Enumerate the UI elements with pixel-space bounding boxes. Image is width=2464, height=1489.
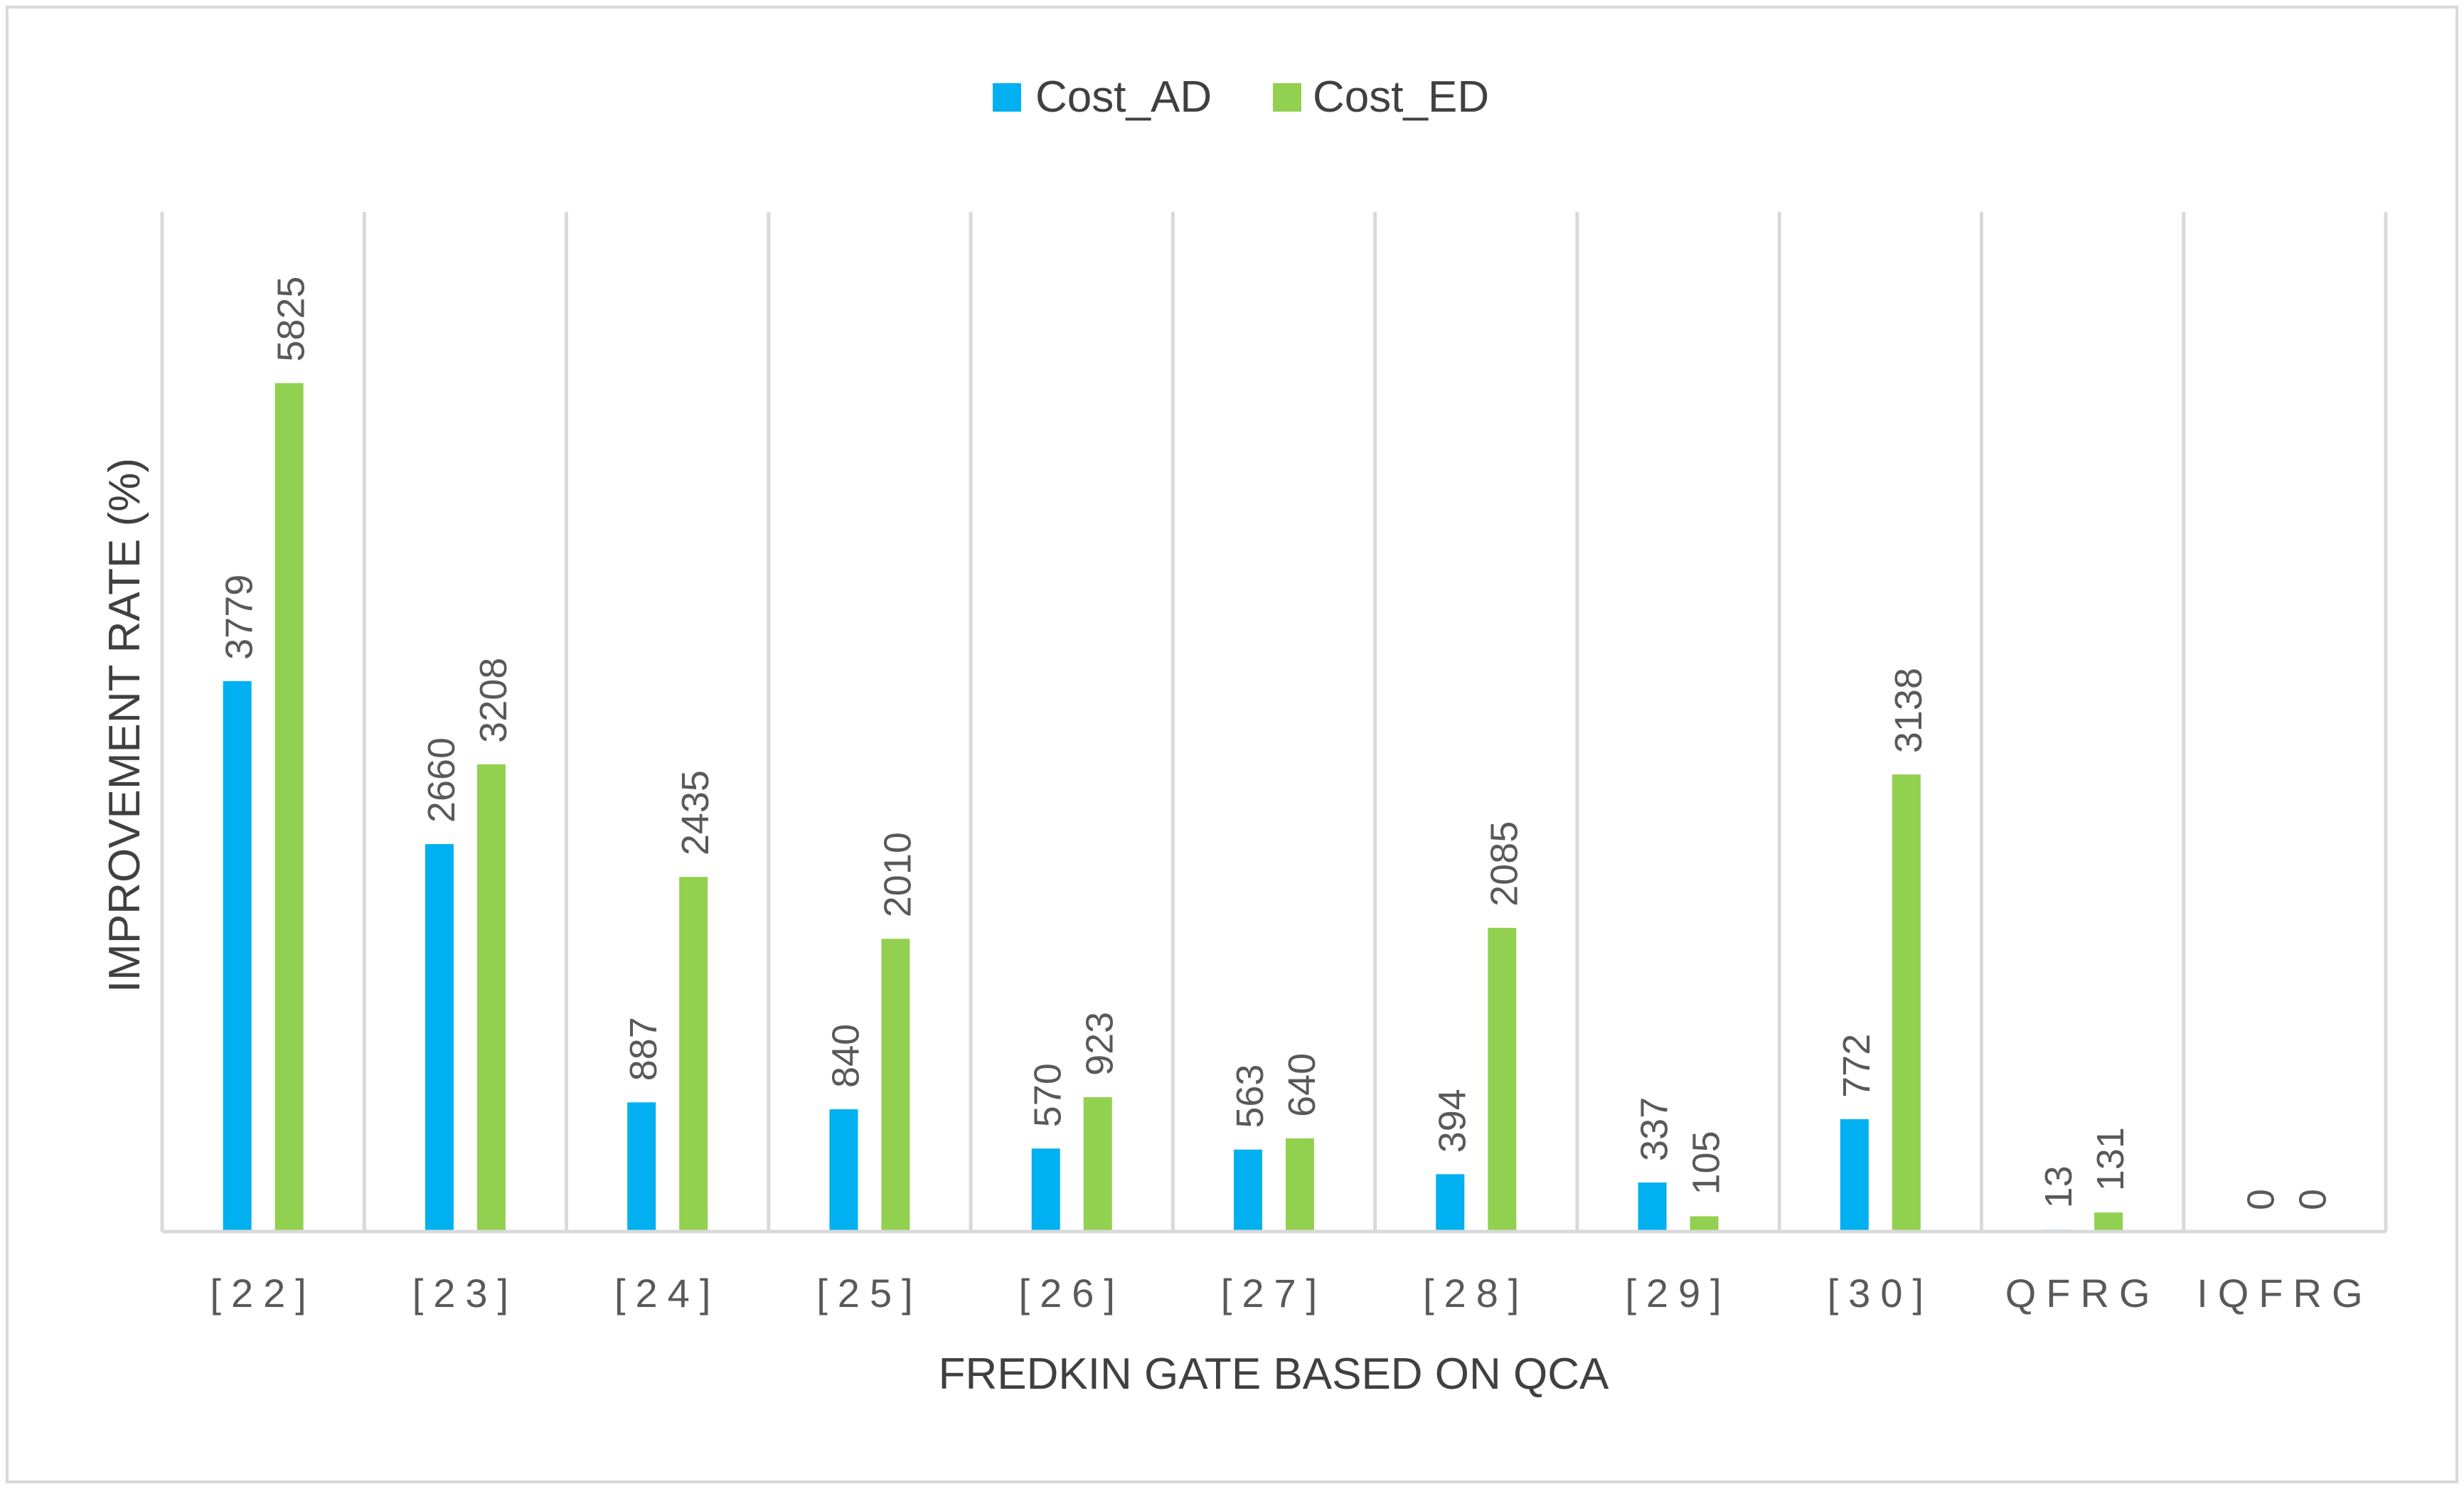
- data-label-cost-ed-23: 3208: [472, 658, 515, 743]
- data-label-cost-ad-25: 840: [824, 1024, 867, 1088]
- data-label-cost-ad-23: 2660: [420, 737, 463, 823]
- x-tick-label: [23]: [412, 1271, 518, 1315]
- bar-cost-ed-23: [476, 764, 506, 1232]
- data-label-cost-ed-22: 5825: [270, 277, 313, 362]
- x-tick-label: [25]: [816, 1271, 922, 1315]
- bar-cost-ed-25: [881, 939, 910, 1232]
- data-label-cost-ad-iqfrg: 0: [2239, 1189, 2282, 1210]
- data-label-cost-ed-qfrg: 131: [2089, 1127, 2132, 1191]
- bar-cost-ad-29: [1638, 1182, 1667, 1232]
- data-label-cost-ed-27: 640: [1281, 1053, 1323, 1117]
- bar-cost-ad-22: [223, 681, 252, 1232]
- data-label-cost-ed-24: 2435: [674, 770, 717, 855]
- data-label-cost-ed-28: 2085: [1483, 821, 1525, 907]
- gridlines: [160, 212, 2388, 1232]
- legend-label-cost-ad: Cost_AD: [1035, 73, 1212, 122]
- bar-cost-ad-23: [425, 844, 454, 1232]
- bar-cost-ed-29: [1690, 1216, 1719, 1232]
- data-label-cost-ed-iqfrg: 0: [2291, 1189, 2334, 1210]
- data-label-cost-ed-26: 923: [1079, 1012, 1121, 1076]
- data-label-cost-ad-28: 394: [1431, 1089, 1473, 1153]
- bar-cost-ed-26: [1083, 1096, 1112, 1232]
- data-label-cost-ed-25: 2010: [876, 832, 919, 917]
- data-label-cost-ed-30: 3138: [1887, 668, 1930, 753]
- bar-cost-ad-30: [1840, 1119, 1869, 1232]
- legend-swatch-cost-ed: [1273, 83, 1301, 112]
- x-tick-label: QFRG: [2005, 1271, 2160, 1315]
- x-axis-tick-labels: [22] [23] [24] [25] [26] [27] [28] [29] [30] QFRG…: [210, 1271, 2372, 1315]
- bar-cost-ad-26: [1031, 1148, 1060, 1232]
- data-label-cost-ed-29: 105: [1685, 1131, 1728, 1195]
- data-label-cost-ad-30: 772: [1835, 1034, 1878, 1098]
- chart-frame: [6, 6, 2458, 1483]
- x-axis-title: FREDKIN GATE BASED ON QCA: [939, 1350, 1609, 1399]
- x-tick-label: [28]: [1423, 1271, 1529, 1315]
- bar-cost-ed-27: [1286, 1138, 1314, 1232]
- bar-cost-ad-27: [1234, 1149, 1262, 1232]
- y-axis-title: IMPROVEMENT RATE (%): [100, 458, 149, 993]
- x-tick-label: [27]: [1221, 1271, 1327, 1315]
- x-tick-label: [24]: [614, 1271, 720, 1315]
- x-tick-label: [26]: [1019, 1271, 1125, 1315]
- bar-cost-ed-22: [274, 383, 304, 1232]
- bar-cost-ad-24: [627, 1102, 656, 1232]
- bar-cost-ad-28: [1436, 1174, 1465, 1232]
- bars: [223, 383, 2123, 1232]
- x-tick-label: [22]: [210, 1271, 316, 1315]
- x-tick-label: [29]: [1625, 1271, 1731, 1315]
- legend-swatch-cost-ad: [993, 83, 1021, 112]
- data-label-cost-ad-22: 3779: [218, 575, 261, 660]
- legend-label-cost-ed: Cost_ED: [1313, 73, 1489, 122]
- data-label-cost-ad-29: 337: [1633, 1097, 1676, 1161]
- data-label-cost-ad-26: 570: [1027, 1063, 1070, 1127]
- x-tick-label: IQFRG: [2197, 1271, 2372, 1315]
- legend: Cost_AD Cost_ED: [993, 73, 1489, 122]
- bar-cost-ed-28: [1488, 927, 1517, 1232]
- x-tick-label: [30]: [1828, 1271, 1934, 1315]
- data-label-cost-ad-24: 887: [622, 1017, 665, 1081]
- data-label-cost-ad-27: 563: [1229, 1064, 1271, 1128]
- bar-cost-ed-30: [1892, 774, 1921, 1232]
- bar-cost-ed-qfrg: [2094, 1212, 2123, 1232]
- bar-cost-ed-24: [679, 877, 708, 1232]
- bar-cost-ad-25: [829, 1109, 858, 1232]
- data-label-cost-ad-qfrg: 13: [2037, 1165, 2080, 1208]
